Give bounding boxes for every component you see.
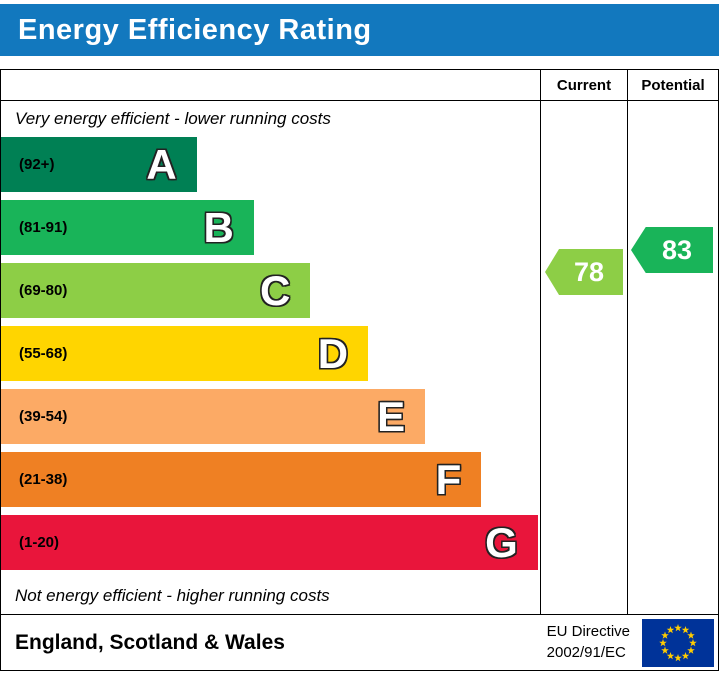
band-letter: G (485, 518, 518, 566)
eu-directive-line1: EU Directive (546, 623, 630, 641)
rating-table: Current Potential Very energy efficient … (0, 69, 719, 615)
band-letter: F (435, 455, 462, 503)
band-letter: E (377, 392, 406, 440)
band-letter: D (317, 329, 349, 377)
header-banner: Energy Efficiency Rating (0, 4, 719, 56)
eu-directive-line2: 2002/91/EC (546, 643, 626, 661)
table-header-row: Current Potential (1, 70, 718, 101)
page-title: Energy Efficiency Rating (18, 13, 372, 46)
band-row-c: (69-80) C (1, 263, 311, 318)
header-current: Current (540, 70, 627, 100)
band-row-d: (55-68) D (1, 326, 369, 381)
note-bottom: Not energy efficient - higher running co… (15, 586, 330, 605)
bands-column: Very energy efficient - lower running co… (1, 101, 540, 614)
current-column: 78 (540, 101, 627, 614)
band-row-f: (21-38) F (1, 452, 482, 507)
band-row-b: (81-91) B (1, 200, 254, 255)
band-letter: C (260, 266, 291, 314)
band-range-label: (92+) (19, 156, 55, 173)
note-top: Very energy efficient - lower running co… (15, 109, 331, 128)
current-arrow: 78 (545, 249, 623, 295)
potential-value: 83 (661, 234, 693, 265)
table-body: Very energy efficient - lower running co… (1, 101, 718, 614)
band-range-label: (21-38) (19, 471, 68, 488)
footer-bar: England, Scotland & Wales EU Directive 2… (0, 615, 719, 671)
band-row-e: (39-54) E (1, 389, 426, 444)
band-range-label: (55-68) (19, 345, 68, 362)
eu-directive-text: EU Directive 2002/91/EC (547, 622, 630, 663)
band-letter: A (146, 140, 177, 188)
header-chart-cell (1, 70, 540, 100)
footer-region-label: England, Scotland & Wales (15, 630, 285, 654)
band-letter: B (203, 203, 234, 251)
eu-flag-icon (642, 618, 714, 667)
band-range-label: (39-54) (19, 408, 68, 425)
potential-arrow: 83 (631, 227, 713, 273)
band-row-a: (92+) A (1, 137, 197, 192)
band-range-label: (81-91) (19, 219, 68, 236)
potential-column: 83 (627, 101, 718, 614)
header-potential: Potential (627, 70, 718, 100)
current-value: 78 (573, 256, 605, 287)
band-row-g: (1-20) G (1, 515, 538, 570)
band-range-label: (69-80) (19, 282, 68, 299)
band-range-label: (1-20) (19, 534, 60, 551)
